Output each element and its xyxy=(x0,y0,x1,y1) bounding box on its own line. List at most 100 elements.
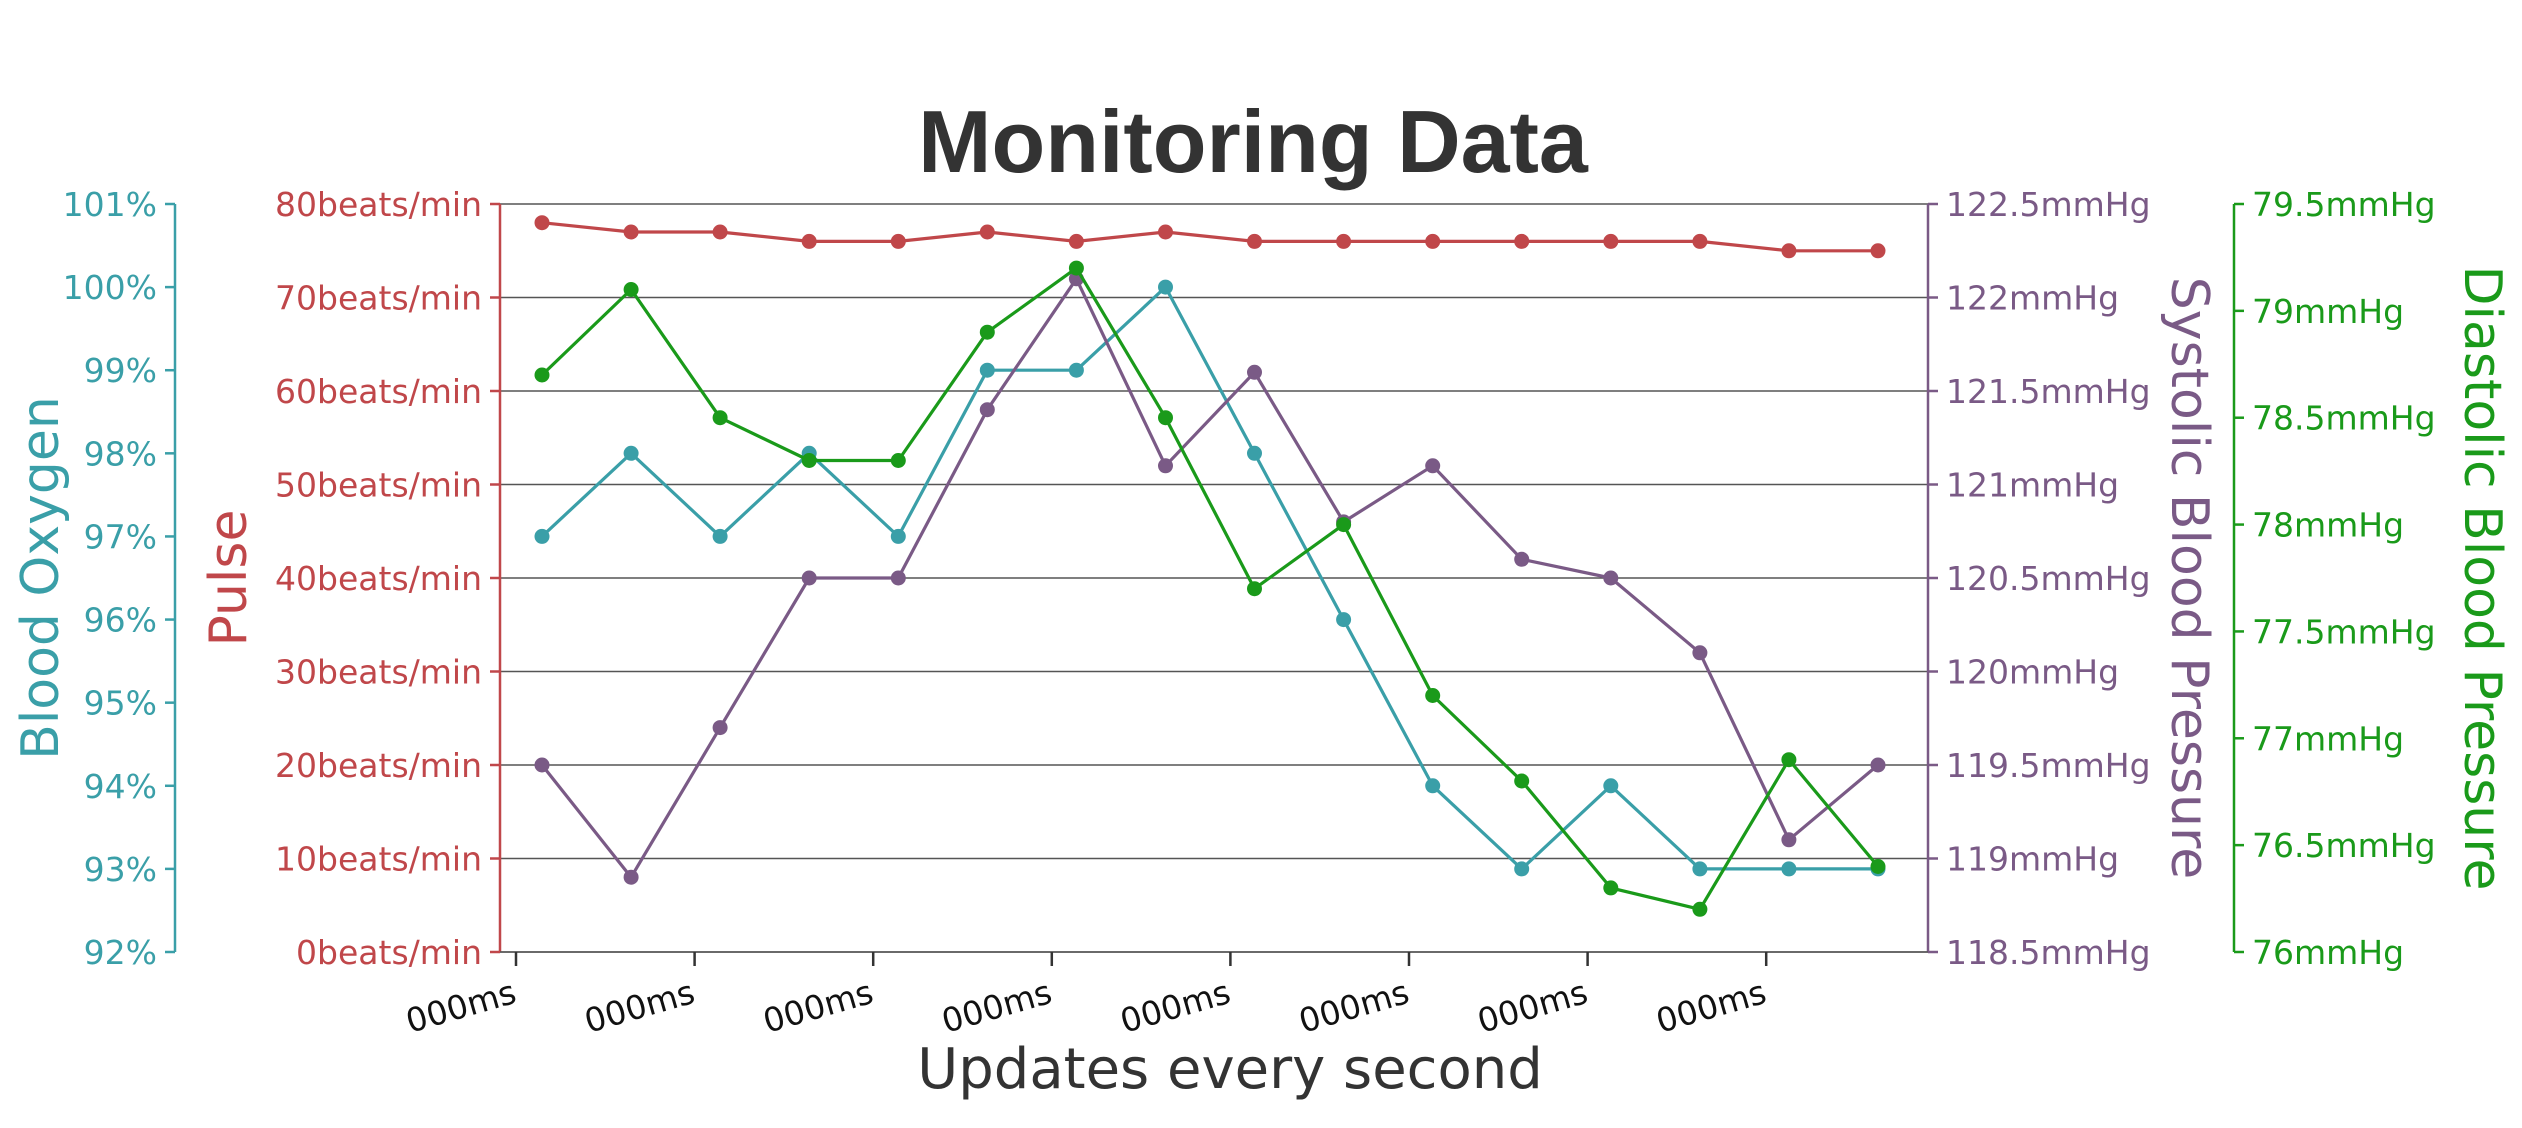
x-axis-title: Updates every second xyxy=(917,1037,1543,1102)
diastolic-data-point xyxy=(1247,581,1262,597)
blood_oxygen-data-point xyxy=(712,528,728,544)
gridlines xyxy=(500,203,1928,953)
systolic-tick-label: 121.5mmHg xyxy=(1946,372,2151,411)
systolic-tick-label: 119.5mmHg xyxy=(1946,746,2151,785)
x-tick-label: 000ms xyxy=(1652,972,1771,1040)
pulse-tick-label: 30beats/min xyxy=(275,653,482,692)
blood_oxygen-data-point xyxy=(979,362,995,378)
systolic-series-line xyxy=(540,277,1880,879)
pulse-data-point xyxy=(801,233,817,249)
blood_oxygen-tick-label: 100% xyxy=(63,268,157,307)
x-tick-label: 000ms xyxy=(1294,972,1413,1040)
pulse-tick-label: 10beats/min xyxy=(275,840,482,879)
blood_oxygen-data-point xyxy=(1514,861,1530,877)
systolic-data-point xyxy=(801,570,817,586)
blood_oxygen-data-point xyxy=(1336,612,1352,628)
pulse-data-point xyxy=(1247,233,1262,249)
systolic-tick-label: 120mmHg xyxy=(1946,653,2119,692)
systolic-tick-label: 119mmHg xyxy=(1946,840,2119,879)
blood_oxygen-data-point xyxy=(1603,778,1619,794)
blood_oxygen-tick-label: 96% xyxy=(84,601,157,640)
diastolic-tick-label: 79.5mmHg xyxy=(2252,185,2436,224)
diastolic-tick-label: 77.5mmHg xyxy=(2252,612,2436,651)
systolic-data-point xyxy=(1781,832,1797,848)
x-tick-label: 000ms xyxy=(580,972,699,1040)
blood_oxygen-data-point xyxy=(1425,778,1441,794)
diastolic-data-point xyxy=(534,367,550,383)
blood_oxygen-data-point xyxy=(1781,861,1797,877)
pulse-data-point xyxy=(1158,224,1173,240)
diastolic-data-point xyxy=(1336,517,1352,533)
blood_oxygen-tick-label: 97% xyxy=(84,517,157,556)
blood_oxygen-tick-label: 101% xyxy=(63,185,157,224)
diastolic-data-point xyxy=(712,410,728,426)
diastolic-data-point xyxy=(890,453,906,468)
systolic-tick-label: 121mmHg xyxy=(1946,466,2119,505)
pulse-data-point xyxy=(712,224,728,240)
pulse-tick-label: 0beats/min xyxy=(296,933,482,972)
diastolic-data-point xyxy=(1603,880,1619,896)
series xyxy=(534,215,1886,917)
systolic-data-point xyxy=(712,720,728,736)
pulse-tick-label: 70beats/min xyxy=(275,279,482,318)
diastolic-data-point xyxy=(801,453,817,468)
blood_oxygen-tick-label: 92% xyxy=(84,933,157,972)
pulse-tick-label: 20beats/min xyxy=(275,746,482,785)
pulse-tick-label: 40beats/min xyxy=(275,559,482,598)
x-tick-label: 000ms xyxy=(1116,972,1235,1040)
diastolic-data-point xyxy=(979,324,995,340)
systolic-tick-label: 120.5mmHg xyxy=(1946,559,2151,598)
blood_oxygen-tick-label: 94% xyxy=(84,767,157,806)
pulse-series-line xyxy=(541,221,1878,253)
blood_oxygen-data-point xyxy=(1692,861,1708,877)
systolic-data-point xyxy=(1158,458,1173,474)
pulse-data-point xyxy=(1425,233,1441,249)
pulse-data-point xyxy=(979,224,995,240)
systolic-tick-label: 122.5mmHg xyxy=(1946,185,2151,224)
blood_oxygen-series-line xyxy=(540,285,1878,871)
diastolic-tick-label: 78.5mmHg xyxy=(2252,399,2436,438)
pulse-tick-label: 60beats/min xyxy=(275,372,482,411)
diastolic-data-point xyxy=(1870,859,1886,874)
systolic-axis-title: Systolic Blood Pressure xyxy=(2159,277,2219,879)
diastolic-tick-label: 76mmHg xyxy=(2252,933,2404,972)
blood_oxygen-data-point xyxy=(1247,445,1262,461)
blood_oxygen-data-point xyxy=(1158,279,1173,295)
diastolic-series-line xyxy=(540,266,1880,911)
pulse-data-point xyxy=(890,233,906,249)
blood_oxygen-data-point xyxy=(623,445,639,461)
systolic-data-point xyxy=(1514,551,1530,567)
diastolic-tick-label: 78mmHg xyxy=(2252,506,2404,545)
blood_oxygen-tick-label: 95% xyxy=(84,684,157,723)
systolic-data-point xyxy=(979,402,995,418)
pulse-data-point xyxy=(1068,233,1084,249)
blood_oxygen-tick-label: 98% xyxy=(84,434,157,473)
diastolic-data-point xyxy=(1068,260,1084,276)
pulse-axis-title: Pulse xyxy=(199,510,259,647)
systolic-tick-label: 122mmHg xyxy=(1946,279,2119,318)
systolic-data-point xyxy=(1870,757,1886,773)
diastolic-data-point xyxy=(1692,901,1708,917)
diastolic-tick-label: 76.5mmHg xyxy=(2252,826,2436,865)
pulse-data-point xyxy=(1692,233,1708,249)
blood_oxygen-data-point xyxy=(534,528,550,544)
blood_oxygen-tick-label: 93% xyxy=(84,850,157,889)
diastolic-data-point xyxy=(1425,688,1441,703)
x-tick-label: 000ms xyxy=(759,972,878,1040)
x-tick-label: 000ms xyxy=(401,972,520,1040)
pulse-data-point xyxy=(1781,243,1797,259)
diastolic-tick-label: 77mmHg xyxy=(2252,719,2404,758)
pulse-data-point xyxy=(1603,233,1619,249)
systolic-data-point xyxy=(534,757,550,773)
pulse-data-point xyxy=(1514,233,1530,249)
pulse-data-point xyxy=(623,224,639,240)
pulse-data-point xyxy=(534,215,550,231)
x-tick-label: 000ms xyxy=(1473,972,1592,1040)
systolic-tick-label: 118.5mmHg xyxy=(1946,933,2151,972)
diastolic-tick-label: 79mmHg xyxy=(2252,292,2404,331)
pulse-tick-label: 80beats/min xyxy=(275,185,482,224)
systolic-data-point xyxy=(1692,645,1708,661)
blood_oxygen-tick-label: 99% xyxy=(84,351,157,390)
systolic-data-point xyxy=(1425,458,1441,474)
